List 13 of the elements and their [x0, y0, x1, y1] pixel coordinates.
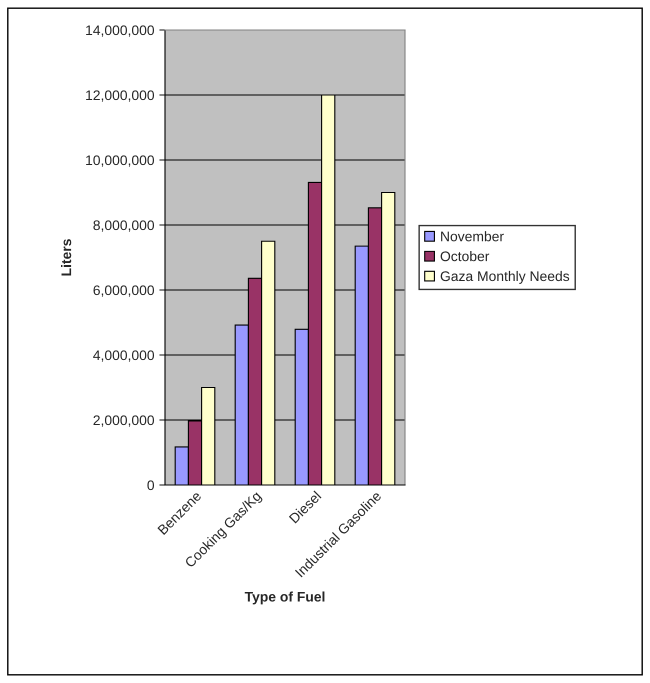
- y-tick-label: 10,000,000: [86, 155, 154, 167]
- y-tick-label: 12,000,000: [86, 90, 154, 102]
- y-tick-label: 0: [147, 480, 154, 490]
- y-tick-label: 8,000,000: [93, 220, 154, 232]
- legend-label: October: [440, 251, 490, 262]
- y-tick-label: 2,000,000: [94, 415, 154, 427]
- y-tick-label: 4,000,000: [93, 350, 154, 362]
- x-axis-title: Type of Fuel: [244, 591, 324, 604]
- y-axis-title: Liters: [61, 239, 72, 276]
- legend-label: Gaza Monthly Needs: [440, 270, 570, 284]
- y-tick-label: 6,000,000: [94, 285, 154, 297]
- legend-label: November: [441, 231, 504, 242]
- y-tick-label: 14,000,000: [86, 25, 154, 37]
